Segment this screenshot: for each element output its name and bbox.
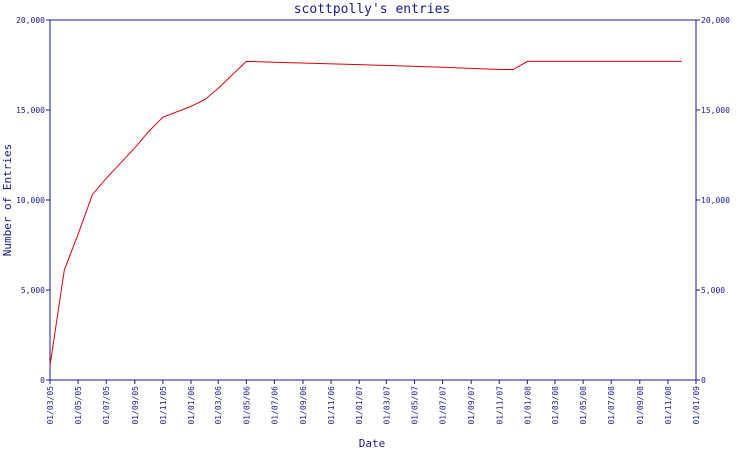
x-tick-label: 01/03/05 — [46, 386, 55, 425]
y-tick-label-left: 10,000 — [16, 196, 45, 205]
x-tick-label: 01/01/08 — [523, 386, 532, 425]
x-tick-label: 01/07/05 — [102, 386, 111, 425]
x-tick-label: 01/09/06 — [299, 386, 308, 425]
y-tick-label-right: 5,000 — [701, 286, 725, 295]
y-axis-right: 0 5,000 10,000 15,000 20,000 — [696, 16, 730, 385]
x-tick-label: 01/01/07 — [355, 386, 364, 425]
y-axis-label: Number of Entries — [1, 144, 14, 257]
x-tick-label: 01/11/06 — [327, 386, 336, 425]
x-tick-label: 01/07/07 — [439, 386, 448, 425]
x-tick-label: 01/03/08 — [551, 386, 560, 425]
y-tick-label-left: 0 — [40, 376, 45, 385]
x-axis: 01/03/05 01/05/05 01/07/05 01/09/05 01/11/05… — [46, 380, 701, 425]
x-axis-label: Date — [359, 437, 386, 450]
plot-frame — [49, 19, 697, 381]
y-tick-label-left: 15,000 — [16, 106, 45, 115]
x-tick-label: 01/11/05 — [159, 386, 168, 425]
x-tick-label: 01/05/06 — [242, 386, 251, 425]
y-tick-label-right: 0 — [701, 376, 706, 385]
x-tick-label: 01/11/08 — [664, 386, 673, 425]
y-axis-left: 0 5,000 10,000 15,000 20,000 — [16, 16, 50, 385]
x-tick-label: 01/03/07 — [382, 386, 391, 425]
x-tick-label: 01/05/08 — [579, 386, 588, 425]
x-tick-label: 01/09/05 — [131, 386, 140, 425]
x-tick-label: 01/09/07 — [467, 386, 476, 425]
x-tick-label: 01/11/07 — [495, 386, 504, 425]
x-tick-label: 01/07/08 — [607, 386, 616, 425]
series-layer — [49, 60, 682, 366]
y-tick-label-right: 15,000 — [701, 106, 730, 115]
x-tick-label: 01/07/06 — [270, 386, 279, 425]
x-tick-label: 01/01/09 — [692, 386, 701, 425]
y-tick-label-right: 10,000 — [701, 196, 730, 205]
y-tick-label-right: 20,000 — [701, 16, 730, 25]
x-tick-label: 01/03/06 — [214, 386, 223, 425]
series-line — [49, 60, 682, 366]
x-tick-label: 01/01/06 — [187, 386, 196, 425]
y-tick-label-left: 20,000 — [16, 16, 45, 25]
y-tick-label-left: 5,000 — [21, 286, 45, 295]
x-tick-label: 01/05/05 — [74, 386, 83, 425]
x-tick-label: 01/09/08 — [636, 386, 645, 425]
x-tick-label: 01/05/07 — [410, 386, 419, 425]
chart-title: scottpolly's entries — [294, 2, 451, 17]
